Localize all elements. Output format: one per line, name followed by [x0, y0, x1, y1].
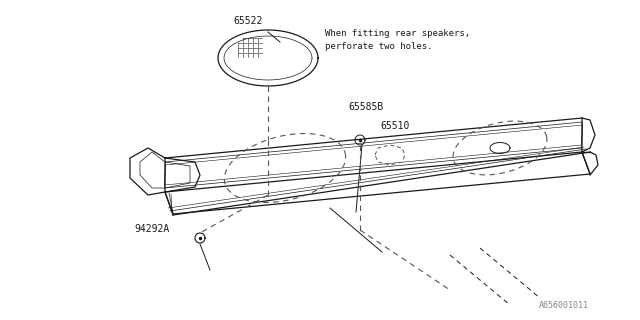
- Text: 65585B: 65585B: [349, 102, 384, 112]
- Text: 94292A: 94292A: [134, 224, 170, 234]
- Text: A656001011: A656001011: [539, 301, 589, 310]
- Text: 65522: 65522: [234, 16, 263, 26]
- Text: 65510: 65510: [381, 121, 410, 132]
- Text: When fitting rear speakers,
perforate two holes.: When fitting rear speakers, perforate tw…: [325, 29, 470, 51]
